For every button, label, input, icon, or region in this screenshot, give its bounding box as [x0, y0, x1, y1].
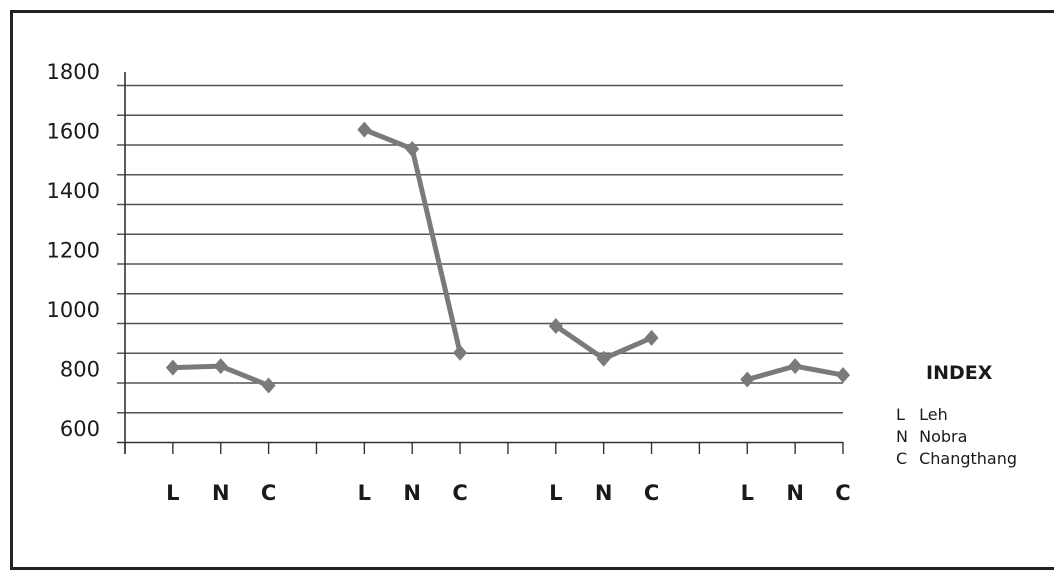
x-tick-label: L	[549, 481, 562, 505]
legend-item-changthang: C Changthang	[896, 448, 1017, 470]
x-tick-label: L	[358, 481, 371, 505]
series-line	[165, 358, 276, 394]
data-point-marker	[213, 358, 228, 375]
data-point-marker	[644, 329, 659, 346]
legend-item-leh: L Leh	[896, 404, 1017, 426]
x-tick-label: N	[403, 481, 421, 505]
series-line	[548, 317, 659, 367]
x-tick-label: C	[835, 481, 850, 505]
legend-label: Changthang	[919, 449, 1018, 468]
y-tick-label: 1000	[47, 298, 100, 322]
x-tick-label: C	[644, 481, 659, 505]
data-point-marker	[836, 367, 850, 384]
data-point-marker	[405, 140, 420, 157]
legend-key: C	[896, 449, 908, 468]
series-line	[740, 358, 850, 388]
data-point-marker	[548, 317, 563, 334]
legend-item-nobra: N Nobra	[896, 426, 1017, 448]
x-tick-label: C	[452, 481, 467, 505]
y-tick-label: 1200	[47, 239, 100, 263]
legend: INDEX L Leh N Nobra C Changthang	[896, 362, 1017, 470]
data-point-marker	[788, 358, 803, 375]
legend-title: INDEX	[926, 362, 993, 384]
legend-label: Leh	[919, 405, 948, 424]
data-point-marker	[596, 350, 611, 367]
series-group	[165, 121, 850, 394]
y-tick-label: 1400	[47, 179, 100, 203]
x-tick-label: L	[166, 481, 179, 505]
data-point-marker	[453, 344, 468, 361]
data-point-marker	[740, 371, 755, 388]
legend-key: L	[896, 405, 905, 424]
data-point-marker	[165, 359, 180, 376]
data-point-marker	[261, 377, 276, 394]
legend-label: Nobra	[919, 427, 968, 446]
x-tick-label: N	[786, 481, 804, 505]
y-tick-labels: 600 800 1000 1200 1400 1600 1800	[47, 60, 100, 441]
y-tick-label: 1800	[47, 60, 100, 84]
axes	[117, 72, 844, 454]
legend-key: N	[896, 427, 908, 446]
y-tick-label: 800	[60, 358, 100, 382]
x-tick-label: C	[261, 481, 276, 505]
gridlines	[117, 84, 843, 414]
series-path	[363, 127, 463, 354]
x-tick-label: L	[741, 481, 754, 505]
x-tick-label: N	[595, 481, 613, 505]
line-chart: 600 800 1000 1200 1400 1600 1800 L N C L N C L N C L N C	[47, 60, 851, 505]
y-tick-label: 600	[60, 417, 100, 441]
x-tick-label: N	[212, 481, 230, 505]
data-point-marker	[357, 121, 372, 138]
series-line	[357, 121, 468, 361]
y-tick-label: 1600	[47, 120, 100, 144]
